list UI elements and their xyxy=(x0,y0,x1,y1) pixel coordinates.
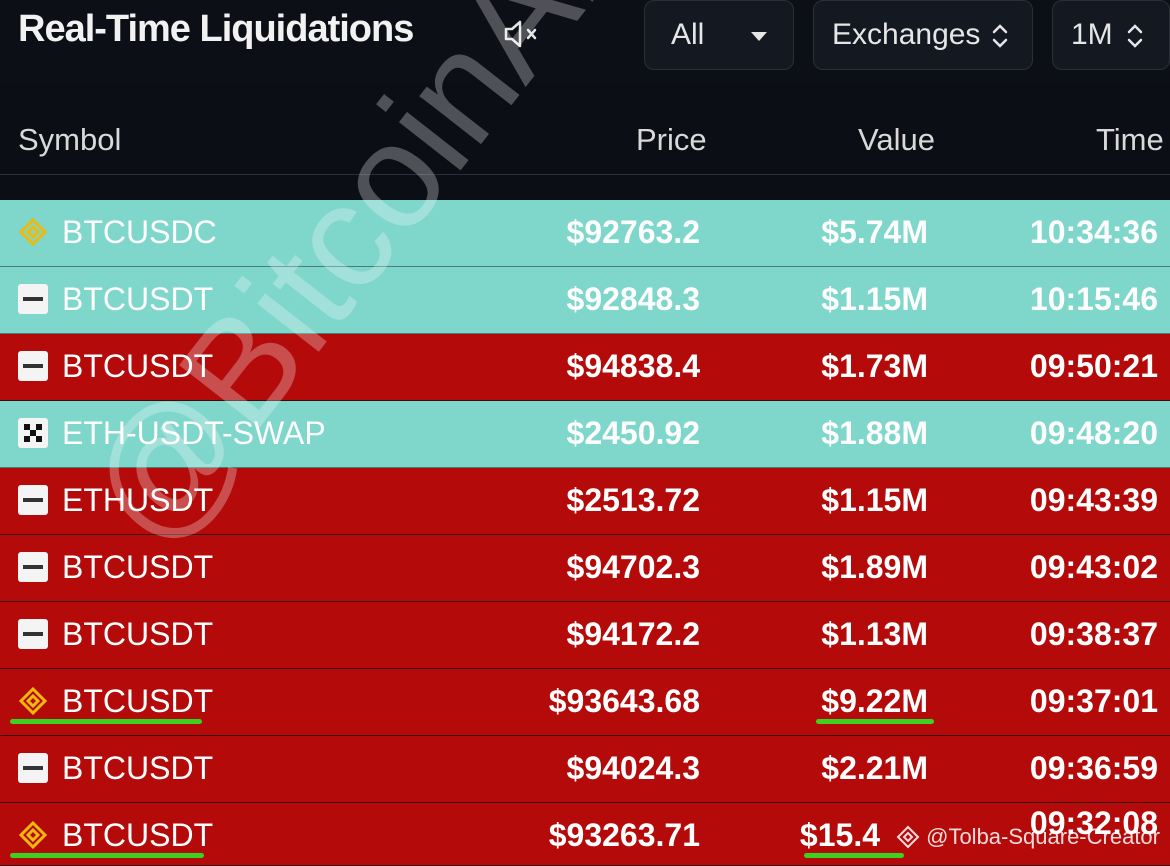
row-value: $5.74M xyxy=(821,214,928,250)
column-value[interactable]: Value xyxy=(858,122,935,157)
speaker-muted-icon xyxy=(504,20,537,48)
row-symbol: BTCUSDT xyxy=(62,750,214,786)
row-time: 09:32:08 xyxy=(1029,805,1158,841)
top-bar: Real-Time Liquidations All Exchanges 1M xyxy=(0,0,1170,82)
table-row[interactable]: ETH-USDT-SWAP $2450.92 $1.88M 09:48:20 xyxy=(0,401,1170,468)
page-title: Real-Time Liquidations xyxy=(18,8,414,50)
row-value: $1.15M xyxy=(821,281,928,317)
row-symbol: BTCUSDT xyxy=(62,683,214,719)
bybit-icon xyxy=(18,619,48,649)
row-value: $1.73M xyxy=(821,348,928,384)
row-price: $94702.3 xyxy=(566,549,700,585)
row-time: 09:38:37 xyxy=(1029,616,1158,652)
row-value: $1.88M xyxy=(821,415,928,451)
mute-button[interactable] xyxy=(502,18,542,50)
bybit-icon xyxy=(18,552,48,582)
row-price: $2513.72 xyxy=(566,482,700,518)
row-value: $1.13M xyxy=(821,616,928,652)
row-time: 09:36:59 xyxy=(1029,750,1158,786)
row-time: 10:34:36 xyxy=(1029,214,1158,250)
row-symbol: BTCUSDT xyxy=(62,616,214,652)
row-price: $94024.3 xyxy=(566,750,700,786)
row-time: 09:48:20 xyxy=(1029,415,1158,451)
row-price: $92848.3 xyxy=(566,281,700,317)
table-row[interactable]: BTCUSDT $94024.3 $2.21M 09:36:59 xyxy=(0,736,1170,803)
row-price: $93263.71 xyxy=(548,817,700,853)
bybit-icon xyxy=(18,351,48,381)
row-time: 09:50:21 xyxy=(1029,348,1158,384)
row-value: $1.15M xyxy=(821,482,928,518)
row-symbol: BTCUSDC xyxy=(62,214,217,250)
binance-square-icon xyxy=(896,825,920,849)
side-filter-dropdown[interactable]: All xyxy=(644,0,794,70)
row-price: $93643.68 xyxy=(548,683,700,719)
table-row[interactable]: BTCUSDT $94172.2 $1.13M 09:38:37 xyxy=(0,602,1170,669)
symbol-underline xyxy=(10,719,202,724)
table-row[interactable]: BTCUSDT $94838.4 $1.73M 09:50:21 xyxy=(0,334,1170,401)
bybit-icon xyxy=(18,753,48,783)
creator-credit: @Tolba-Square-Creator xyxy=(896,824,1160,850)
column-price[interactable]: Price xyxy=(636,122,707,157)
bybit-icon xyxy=(18,485,48,515)
value-underline xyxy=(804,853,904,858)
column-time[interactable]: Time xyxy=(1096,122,1164,157)
table-row[interactable]: BTCUSDT $94702.3 $1.89M 09:43:02 xyxy=(0,535,1170,602)
table-row[interactable]: BTCUSDT $93643.68 $9.22M 09:37:01 xyxy=(0,669,1170,736)
symbol-underline xyxy=(10,853,204,858)
row-time: 09:37:01 xyxy=(1029,683,1158,719)
row-symbol: BTCUSDT xyxy=(62,817,214,853)
row-symbol: BTCUSDT xyxy=(62,281,214,317)
column-symbol[interactable]: Symbol xyxy=(18,122,122,157)
binance-icon xyxy=(18,217,48,247)
row-time: 10:15:46 xyxy=(1029,281,1158,317)
row-price: $92763.2 xyxy=(566,214,700,250)
row-value: $2.21M xyxy=(821,750,928,786)
caret-down-icon xyxy=(751,32,767,41)
row-value: $9.22M xyxy=(821,683,928,719)
period-filter-label: 1M xyxy=(1071,18,1113,51)
row-price: $94172.2 xyxy=(566,616,700,652)
row-price: $94838.4 xyxy=(566,348,700,384)
row-time: 09:43:39 xyxy=(1029,482,1158,518)
bybit-icon xyxy=(18,284,48,314)
period-filter-dropdown[interactable]: 1M xyxy=(1052,0,1170,70)
row-symbol: BTCUSDT xyxy=(62,348,214,384)
row-value: $15.4 xyxy=(799,817,880,853)
exchange-filter-dropdown[interactable]: Exchanges xyxy=(813,0,1033,70)
sort-toggle-icon xyxy=(1127,24,1143,48)
row-time: 09:43:02 xyxy=(1029,549,1158,585)
binance-icon xyxy=(18,820,48,850)
value-underline xyxy=(816,719,934,724)
row-symbol: ETH-USDT-SWAP xyxy=(62,415,326,451)
table-row[interactable]: ETHUSDT $2513.72 $1.15M 09:43:39 xyxy=(0,468,1170,535)
binance-icon xyxy=(18,686,48,716)
row-price: $2450.92 xyxy=(566,415,700,451)
exchange-filter-label: Exchanges xyxy=(832,18,981,51)
sort-toggle-icon xyxy=(992,24,1008,48)
table-row[interactable]: BTCUSDC $92763.2 $5.74M 10:34:36 xyxy=(0,200,1170,267)
row-symbol: BTCUSDT xyxy=(62,549,214,585)
table-header: Symbol Price Value Time xyxy=(0,100,1170,175)
row-symbol: ETHUSDT xyxy=(62,482,214,518)
creator-credit-text: @Tolba-Square-Creator xyxy=(926,824,1160,849)
table-row[interactable]: BTCUSDT $92848.3 $1.15M 10:15:46 xyxy=(0,267,1170,334)
row-value: $1.89M xyxy=(821,549,928,585)
okx-icon xyxy=(18,418,48,448)
side-filter-label: All xyxy=(671,18,705,51)
